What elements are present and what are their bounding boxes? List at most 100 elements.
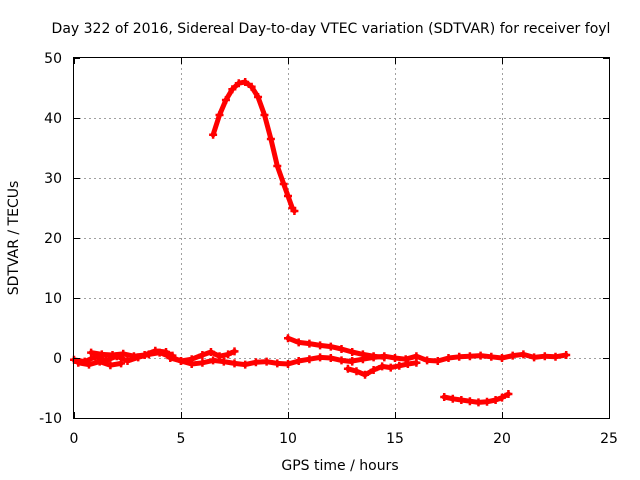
data-point (498, 354, 506, 362)
data-point (378, 362, 387, 371)
y-tick-label: 10 (44, 291, 62, 307)
data-point (530, 353, 539, 362)
data-point (284, 360, 292, 368)
data-point (119, 349, 128, 358)
y-tick-label: 40 (44, 111, 62, 127)
data-point (386, 363, 395, 372)
y-tick-label: 20 (44, 231, 62, 247)
data-point (108, 351, 117, 359)
data-point (254, 93, 263, 101)
data-point (433, 357, 442, 365)
data-point (260, 111, 269, 119)
series-band-upper-left (87, 346, 177, 361)
data-point (166, 354, 175, 362)
data-point (262, 357, 271, 366)
axis-ticks (74, 58, 610, 419)
data-point (316, 341, 325, 350)
y-tick-label: 0 (53, 351, 62, 367)
data-point (348, 357, 357, 365)
data-point (290, 207, 299, 215)
data-point (487, 352, 496, 361)
data-point (228, 85, 237, 94)
data-point (224, 350, 233, 359)
data-point (498, 393, 506, 402)
data-point (247, 82, 256, 91)
data-point (395, 361, 404, 370)
data-point (316, 353, 325, 362)
chart-title: Day 322 of 2016, Sidereal Day-to-day VTE… (52, 21, 611, 37)
series-band-mid-upper (166, 347, 239, 365)
series-trace (285, 335, 387, 360)
data-point (162, 348, 171, 356)
data-point (230, 359, 239, 368)
data-point (273, 162, 282, 170)
data-point (455, 352, 464, 361)
y-tick-label: 50 (44, 51, 62, 67)
series-arc-high (209, 78, 299, 215)
data-point (337, 345, 346, 353)
data-point (294, 338, 303, 347)
data-point (279, 180, 288, 188)
data-point (551, 352, 560, 361)
data-point (209, 130, 218, 139)
x-tick-label: 0 (70, 431, 79, 447)
x-tick-label: 10 (279, 431, 297, 447)
data-point (198, 351, 207, 359)
y-axis-title: SDTVAR / TECUs (6, 181, 22, 296)
series-band-lower-left (74, 357, 126, 370)
data-point (206, 348, 215, 356)
data-point (215, 111, 224, 119)
data-point (474, 398, 483, 407)
data-point (348, 348, 357, 356)
data-point (391, 354, 399, 362)
data-point (106, 361, 115, 370)
data-point (403, 360, 412, 368)
data-point (95, 357, 104, 366)
data-point (465, 397, 474, 406)
data-point (540, 352, 549, 361)
data-point (251, 358, 260, 367)
data-point (219, 357, 228, 366)
data-point (294, 357, 303, 365)
data-point (457, 396, 466, 404)
grid (74, 58, 609, 418)
y-tick-label: 30 (44, 171, 62, 187)
data-point (97, 350, 106, 359)
data-point (412, 352, 421, 361)
data-point (140, 351, 149, 359)
data-point (352, 367, 361, 376)
data-point (440, 393, 449, 401)
data-point (491, 396, 500, 404)
data-point (198, 358, 207, 367)
data-point (284, 192, 292, 200)
y-tick-label: -10 (39, 411, 62, 427)
data-point (215, 352, 224, 361)
data-point (423, 356, 432, 365)
data-point (151, 346, 160, 355)
data-point (187, 355, 196, 364)
data-point (326, 354, 335, 362)
data-point (209, 356, 218, 365)
data-point (129, 352, 138, 361)
data-point (74, 358, 83, 367)
data-point (230, 347, 239, 356)
data-point (241, 78, 250, 86)
data-point (337, 356, 346, 365)
data-point (562, 351, 571, 359)
data-point (465, 352, 474, 361)
data-point (361, 370, 370, 379)
data-point (241, 360, 250, 369)
data-point (266, 135, 275, 143)
x-tick-label: 5 (177, 431, 186, 447)
data-point (504, 390, 513, 398)
data-point (123, 357, 132, 365)
data-point (273, 359, 282, 368)
data-point (87, 348, 96, 357)
x-tick-label: 25 (600, 431, 618, 447)
series-band-after-10 (284, 334, 389, 362)
data-point (448, 394, 457, 403)
data-point (380, 352, 389, 361)
data-point (284, 334, 292, 343)
data-point (343, 364, 352, 373)
